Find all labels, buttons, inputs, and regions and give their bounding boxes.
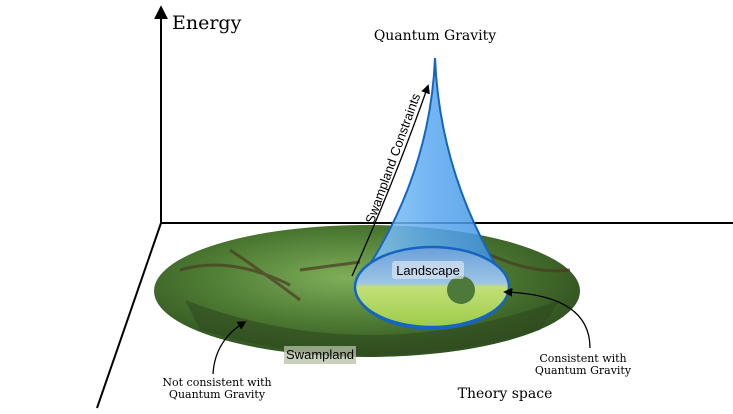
tree-icon [447,276,475,304]
consistent-line2: Quantum Gravity [535,364,632,377]
consistent-line1: Consistent with [539,352,626,365]
theory-space-label: Theory space [458,386,553,402]
constraints-arrow [351,84,430,277]
quantum-gravity-label: Quantum Gravity [374,28,496,44]
not-consistent-line2: Quantum Gravity [169,388,266,401]
landscape-region [353,245,511,329]
not-consistent-arrow [212,321,247,375]
swampland-label: Swampland [286,347,354,362]
landscape-label: Landscape [396,263,460,278]
energy-label: Energy [172,12,242,34]
theory-axis-diagonal [96,222,162,409]
consistent-arrow [503,287,591,349]
not-consistent-line1: Not consistent with [162,376,271,389]
